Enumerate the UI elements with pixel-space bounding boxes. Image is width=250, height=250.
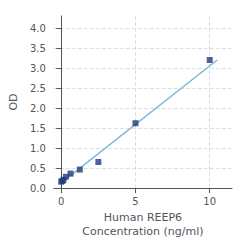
svg-text:1.5: 1.5 [30, 123, 46, 134]
svg-text:4.0: 4.0 [30, 23, 46, 34]
svg-text:0.0: 0.0 [30, 183, 46, 194]
svg-text:OD: OD [7, 93, 20, 110]
svg-text:2.5: 2.5 [30, 83, 46, 94]
svg-text:10: 10 [203, 196, 216, 207]
svg-text:0: 0 [58, 196, 64, 207]
svg-text:3.5: 3.5 [30, 43, 46, 54]
svg-text:5: 5 [132, 196, 138, 207]
svg-text:Human REEP6: Human REEP6 [104, 211, 182, 224]
svg-text:0.5: 0.5 [30, 163, 46, 174]
svg-text:3.0: 3.0 [30, 63, 46, 74]
svg-text:2.0: 2.0 [30, 103, 46, 114]
svg-text:1.0: 1.0 [30, 143, 46, 154]
svg-text:Concentration (ng/ml): Concentration (ng/ml) [82, 225, 203, 238]
